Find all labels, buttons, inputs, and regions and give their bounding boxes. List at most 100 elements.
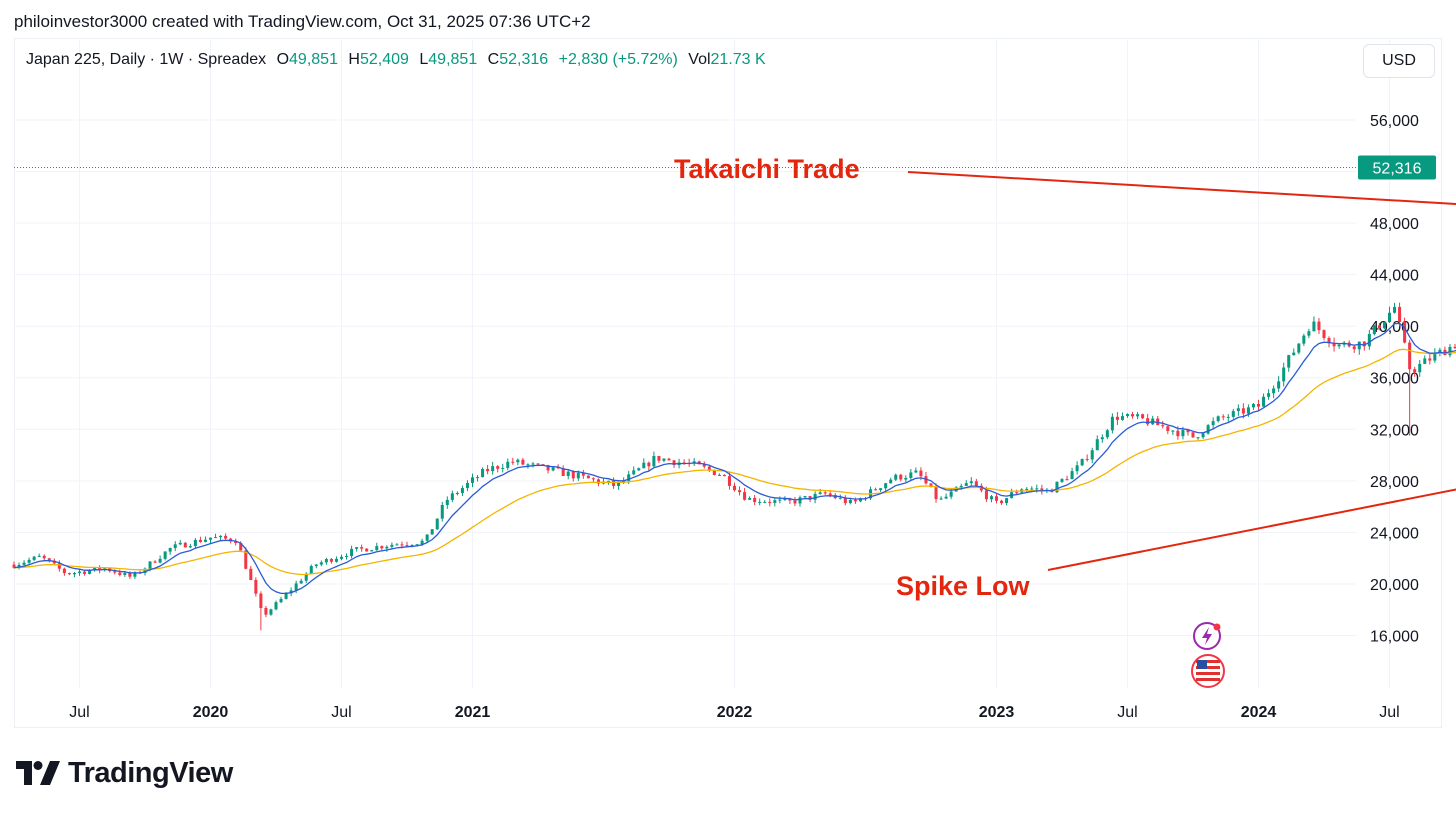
tradingview-logo[interactable]: TradingView xyxy=(16,756,233,790)
candle[interactable] xyxy=(188,546,192,548)
candle[interactable] xyxy=(1095,439,1099,451)
candle[interactable] xyxy=(294,583,298,591)
candle[interactable] xyxy=(1110,416,1114,431)
candle[interactable] xyxy=(803,496,807,498)
candle[interactable] xyxy=(748,498,752,500)
candle[interactable] xyxy=(339,556,344,559)
candle[interactable] xyxy=(1085,458,1089,460)
candle[interactable] xyxy=(949,491,953,497)
candle[interactable] xyxy=(1287,355,1291,368)
candle[interactable] xyxy=(1403,321,1407,343)
candle[interactable] xyxy=(1302,335,1306,344)
candle[interactable] xyxy=(113,571,117,573)
candle[interactable] xyxy=(1297,343,1301,353)
candle[interactable] xyxy=(314,564,318,567)
candle[interactable] xyxy=(843,497,847,504)
candle[interactable] xyxy=(662,458,666,461)
candle[interactable] xyxy=(969,481,973,484)
candle[interactable] xyxy=(763,501,767,503)
candle[interactable] xyxy=(42,555,46,559)
candle[interactable] xyxy=(98,567,102,571)
candle[interactable] xyxy=(1080,458,1084,466)
candle[interactable] xyxy=(889,479,893,484)
candle[interactable] xyxy=(1000,500,1004,504)
candle[interactable] xyxy=(1201,433,1205,438)
candle[interactable] xyxy=(989,496,993,500)
candle[interactable] xyxy=(1307,331,1311,336)
candle[interactable] xyxy=(309,566,313,574)
candle[interactable] xyxy=(1382,322,1386,329)
candle[interactable] xyxy=(410,544,414,546)
candle[interactable] xyxy=(702,464,706,467)
candle[interactable] xyxy=(355,547,359,549)
candle[interactable] xyxy=(486,468,490,472)
candle[interactable] xyxy=(818,492,822,494)
candle[interactable] xyxy=(1211,421,1215,426)
candle[interactable] xyxy=(425,534,429,541)
candle[interactable] xyxy=(501,467,505,469)
candle[interactable] xyxy=(1115,416,1119,420)
candle[interactable] xyxy=(1322,330,1326,338)
candle[interactable] xyxy=(254,579,258,594)
candle[interactable] xyxy=(1262,396,1266,407)
candle[interactable] xyxy=(158,558,162,563)
candle[interactable] xyxy=(385,546,389,549)
candle[interactable] xyxy=(551,467,555,471)
candle[interactable] xyxy=(1292,352,1296,356)
candle[interactable] xyxy=(1352,346,1356,350)
candle[interactable] xyxy=(1226,416,1230,418)
candle[interactable] xyxy=(1176,430,1180,437)
candle[interactable] xyxy=(47,558,51,561)
candle[interactable] xyxy=(672,460,676,466)
symbol-name[interactable]: Japan 225, Daily · 1W · Spreadex xyxy=(26,51,267,68)
candle[interactable] xyxy=(1393,306,1397,313)
candle[interactable] xyxy=(1433,353,1437,361)
candle[interactable] xyxy=(904,477,908,480)
candle[interactable] xyxy=(1256,403,1261,407)
us-flag-icon[interactable] xyxy=(1191,654,1225,688)
candle[interactable] xyxy=(183,542,187,548)
candle[interactable] xyxy=(17,564,21,568)
candle[interactable] xyxy=(1141,414,1145,419)
candle[interactable] xyxy=(1136,414,1140,417)
candle[interactable] xyxy=(279,598,283,603)
candle[interactable] xyxy=(591,478,595,480)
candle[interactable] xyxy=(460,488,464,493)
candle[interactable] xyxy=(1221,416,1225,418)
candle[interactable] xyxy=(1377,325,1381,329)
candle[interactable] xyxy=(1005,498,1009,504)
candle[interactable] xyxy=(531,463,535,465)
candle[interactable] xyxy=(778,499,782,501)
candle[interactable] xyxy=(823,492,827,494)
candle[interactable] xyxy=(219,535,223,538)
candle[interactable] xyxy=(405,545,409,547)
candle[interactable] xyxy=(506,461,510,468)
candle[interactable] xyxy=(178,542,182,545)
candle[interactable] xyxy=(566,471,570,476)
candle[interactable] xyxy=(1438,349,1442,354)
candle[interactable] xyxy=(445,499,449,505)
candle[interactable] xyxy=(244,550,248,569)
candle[interactable] xyxy=(360,547,364,549)
candle[interactable] xyxy=(1236,408,1240,412)
candle[interactable] xyxy=(521,459,525,465)
candle[interactable] xyxy=(284,593,288,599)
candle[interactable] xyxy=(395,544,399,546)
candle[interactable] xyxy=(959,485,963,488)
candle[interactable] xyxy=(1282,367,1286,382)
candle[interactable] xyxy=(596,479,600,484)
candle[interactable] xyxy=(239,543,243,551)
candle[interactable] xyxy=(123,572,127,575)
candle[interactable] xyxy=(496,466,500,469)
candle[interactable] xyxy=(430,529,434,535)
candle[interactable] xyxy=(1196,437,1200,439)
candle[interactable] xyxy=(511,461,515,463)
candle[interactable] xyxy=(491,466,495,472)
candle[interactable] xyxy=(450,493,454,500)
candle[interactable] xyxy=(1181,430,1185,437)
candle[interactable] xyxy=(62,568,66,574)
candle[interactable] xyxy=(652,455,656,467)
candle[interactable] xyxy=(481,468,485,478)
candle[interactable] xyxy=(334,558,338,562)
candle[interactable] xyxy=(1206,425,1210,434)
